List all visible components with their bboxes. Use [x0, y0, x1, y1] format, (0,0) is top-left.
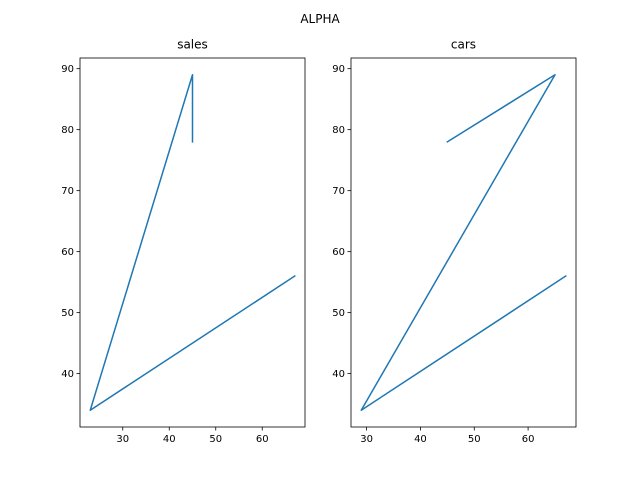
subplot-cars: cars 30 40 50 60 40 50 60 70 80 90	[332, 38, 577, 445]
y-tick-label: 40	[61, 369, 74, 380]
y-tick-label: 70	[332, 186, 345, 197]
y-tick-label: 40	[332, 369, 345, 380]
x-tick-label: 50	[209, 434, 222, 445]
subplot-sales: sales 30 40 50 60 40 50 60 70 80 90	[61, 38, 306, 445]
x-tick-label: 30	[360, 434, 373, 445]
x-tick-label: 60	[256, 434, 269, 445]
series-line-0	[360, 74, 567, 411]
x-tick-label: 40	[163, 434, 176, 445]
y-tick-label: 50	[332, 308, 345, 319]
y-tick-label: 70	[61, 186, 74, 197]
y-tick-label: 80	[332, 125, 345, 136]
x-tick-label: 60	[522, 434, 535, 445]
x-tick-label: 40	[414, 434, 427, 445]
axes-frame	[79, 57, 306, 428]
y-tick-label: 90	[332, 64, 345, 75]
axes-frame	[350, 57, 577, 428]
series-line-0	[89, 74, 296, 411]
x-tick-label: 30	[116, 434, 129, 445]
y-tick-label: 80	[61, 125, 74, 136]
figure-suptitle: ALPHA	[300, 12, 340, 26]
y-tick-label: 60	[61, 247, 74, 258]
y-tick-label: 60	[332, 247, 345, 258]
y-tick-label: 50	[61, 308, 74, 319]
x-tick-label: 50	[468, 434, 481, 445]
y-tick-label: 90	[61, 64, 74, 75]
subplot-title: sales	[177, 38, 208, 52]
subplot-title: cars	[451, 38, 476, 52]
